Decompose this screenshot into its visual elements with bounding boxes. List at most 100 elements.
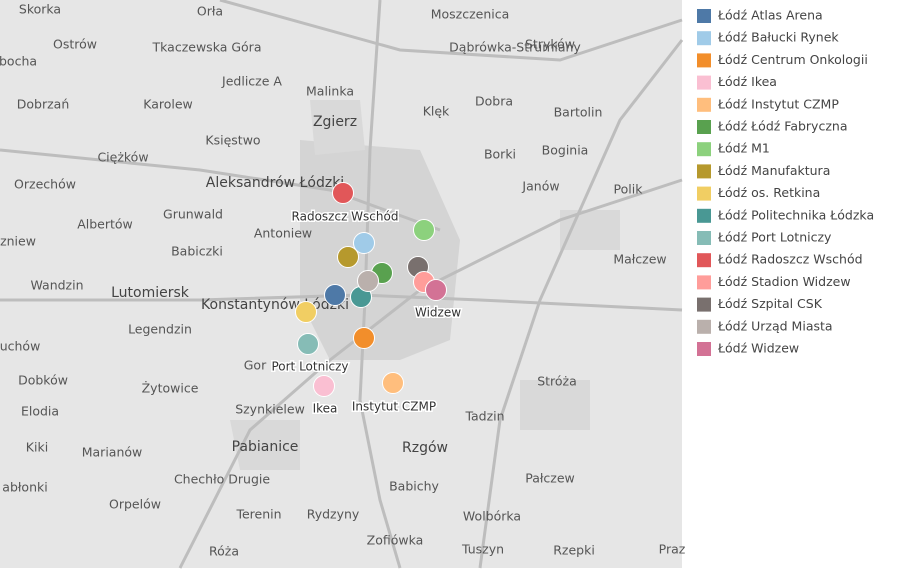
place-label: Wolbórka bbox=[463, 509, 521, 524]
marker-label: Radoszcz Wschód bbox=[292, 210, 399, 224]
marker-label: Port Lotniczy bbox=[271, 360, 348, 374]
legend-label: Łódź Manufaktura bbox=[717, 163, 830, 178]
place-label: Stryków bbox=[525, 37, 575, 52]
place-label: bocha bbox=[0, 54, 37, 69]
legend-swatch bbox=[697, 31, 711, 46]
legend-label: Łódź Politechnika Łódzka bbox=[717, 207, 874, 222]
legend-swatch bbox=[697, 319, 711, 334]
legend-swatch bbox=[697, 231, 711, 245]
place-label: Tuszyn bbox=[461, 542, 504, 557]
map-terrain bbox=[230, 100, 620, 470]
place-label: Ostrów bbox=[53, 37, 97, 52]
legend-label: Łódź Bałucki Rynek bbox=[717, 30, 839, 45]
place-label: Pałczew bbox=[525, 471, 575, 486]
station-marker bbox=[382, 372, 404, 394]
station-marker bbox=[425, 279, 447, 301]
legend-label: Łódź Szpital CSK bbox=[717, 296, 823, 311]
place-label: Babiczki bbox=[171, 244, 223, 259]
place-label: Borki bbox=[484, 147, 516, 162]
place-label: Moszczenica bbox=[431, 7, 510, 22]
legend-swatch bbox=[697, 164, 711, 179]
place-label: Terenin bbox=[235, 507, 281, 522]
marker-label: Ikea bbox=[313, 402, 338, 416]
legend-label: Łódź os. Retkina bbox=[717, 185, 820, 200]
legend-label: Łódź Centrum Onkologii bbox=[717, 52, 868, 67]
place-label: Antoniew bbox=[254, 226, 312, 241]
legend-label: Łódź Radoszcz Wschód bbox=[717, 252, 863, 267]
place-label: Zofiówka bbox=[367, 533, 424, 548]
legend-swatch bbox=[697, 186, 711, 201]
place-label: Janów bbox=[521, 179, 559, 194]
place-label: Polik bbox=[614, 182, 644, 197]
legend-swatch bbox=[697, 208, 711, 223]
station-marker bbox=[357, 270, 379, 292]
legend-swatch bbox=[697, 75, 711, 90]
place-label: Dobków bbox=[18, 373, 68, 388]
marker-label: Instytut CZMP bbox=[352, 400, 436, 414]
station-marker bbox=[313, 375, 335, 397]
place-label: Pabianice bbox=[232, 439, 299, 455]
place-label: Zgierz bbox=[313, 114, 357, 130]
place-label: Ciężków bbox=[97, 150, 148, 165]
place-label: Dąbrówka-Strumiany bbox=[449, 40, 581, 55]
place-label: Legendzin bbox=[128, 322, 192, 337]
place-label: Dobrzań bbox=[17, 97, 70, 112]
legend-label: Łódź Atlas Arena bbox=[717, 8, 823, 23]
legend-label: Łódź Stadion Widzew bbox=[717, 274, 851, 289]
place-label: Klęk bbox=[423, 104, 450, 119]
station-marker bbox=[353, 327, 375, 349]
station-marker bbox=[337, 246, 359, 268]
place-label: Rzgów bbox=[402, 440, 448, 456]
place-label: Elodia bbox=[21, 404, 59, 419]
legend-swatch bbox=[697, 9, 711, 23]
place-label: Boginia bbox=[542, 143, 589, 158]
place-label: Rzepki bbox=[553, 543, 595, 558]
legend-swatch bbox=[697, 53, 711, 68]
place-label: Dobra bbox=[475, 94, 513, 109]
place-label: Chechło Drugie bbox=[174, 472, 270, 487]
legend-label: Łódź Widzew bbox=[717, 341, 799, 356]
legend-label: Łódź Urząd Miasta bbox=[717, 318, 833, 333]
place-label: zniew bbox=[0, 234, 36, 249]
place-label: uchów bbox=[0, 339, 40, 354]
place-label: Aleksandrów Łódzki bbox=[206, 175, 344, 191]
place-label: Szynkielew bbox=[235, 402, 305, 417]
place-label: Albertów bbox=[77, 217, 133, 232]
station-marker bbox=[324, 284, 346, 306]
legend-label: Łódź M1 bbox=[717, 141, 770, 156]
place-label: Babichy bbox=[389, 479, 439, 494]
place-label: Karolew bbox=[143, 97, 193, 112]
station-marker bbox=[353, 232, 375, 254]
place-label: Praz bbox=[659, 542, 686, 557]
place-label: Lutomiersk bbox=[111, 285, 190, 301]
place-label: Orła bbox=[197, 4, 223, 19]
marker-label: Widzew bbox=[415, 306, 461, 320]
station-marker bbox=[295, 301, 317, 323]
legend-label: Łódź Ikea bbox=[717, 74, 777, 89]
station-marker bbox=[332, 182, 354, 204]
legend-label: Łódź Port Lotniczy bbox=[717, 230, 832, 245]
station-marker bbox=[297, 333, 319, 355]
place-label: Marianów bbox=[82, 445, 143, 460]
place-label: Grunwald bbox=[163, 207, 223, 222]
legend-swatch bbox=[697, 342, 711, 356]
place-label: Stróża bbox=[537, 374, 577, 389]
legend-label: Łódź Instytut CZMP bbox=[717, 96, 839, 111]
place-label: Wandzin bbox=[30, 278, 83, 293]
legend-swatch bbox=[697, 253, 711, 268]
place-label: Księstwo bbox=[205, 133, 260, 148]
place-label: Tkaczewska Góra bbox=[152, 40, 262, 55]
place-label: Jedlicze A bbox=[221, 74, 282, 89]
place-label: Kiki bbox=[26, 440, 48, 455]
place-label: Bartolin bbox=[554, 105, 603, 120]
legend-swatch bbox=[697, 297, 711, 312]
place-label: Orpelów bbox=[109, 497, 161, 512]
station-marker bbox=[413, 219, 435, 241]
place-label: Małczew bbox=[613, 252, 666, 267]
legend-swatch bbox=[697, 275, 711, 290]
legend-swatch bbox=[697, 97, 711, 112]
place-label: Rydzyny bbox=[307, 507, 360, 522]
place-label: Skorka bbox=[19, 2, 61, 17]
place-label: Żytowice bbox=[142, 381, 199, 396]
